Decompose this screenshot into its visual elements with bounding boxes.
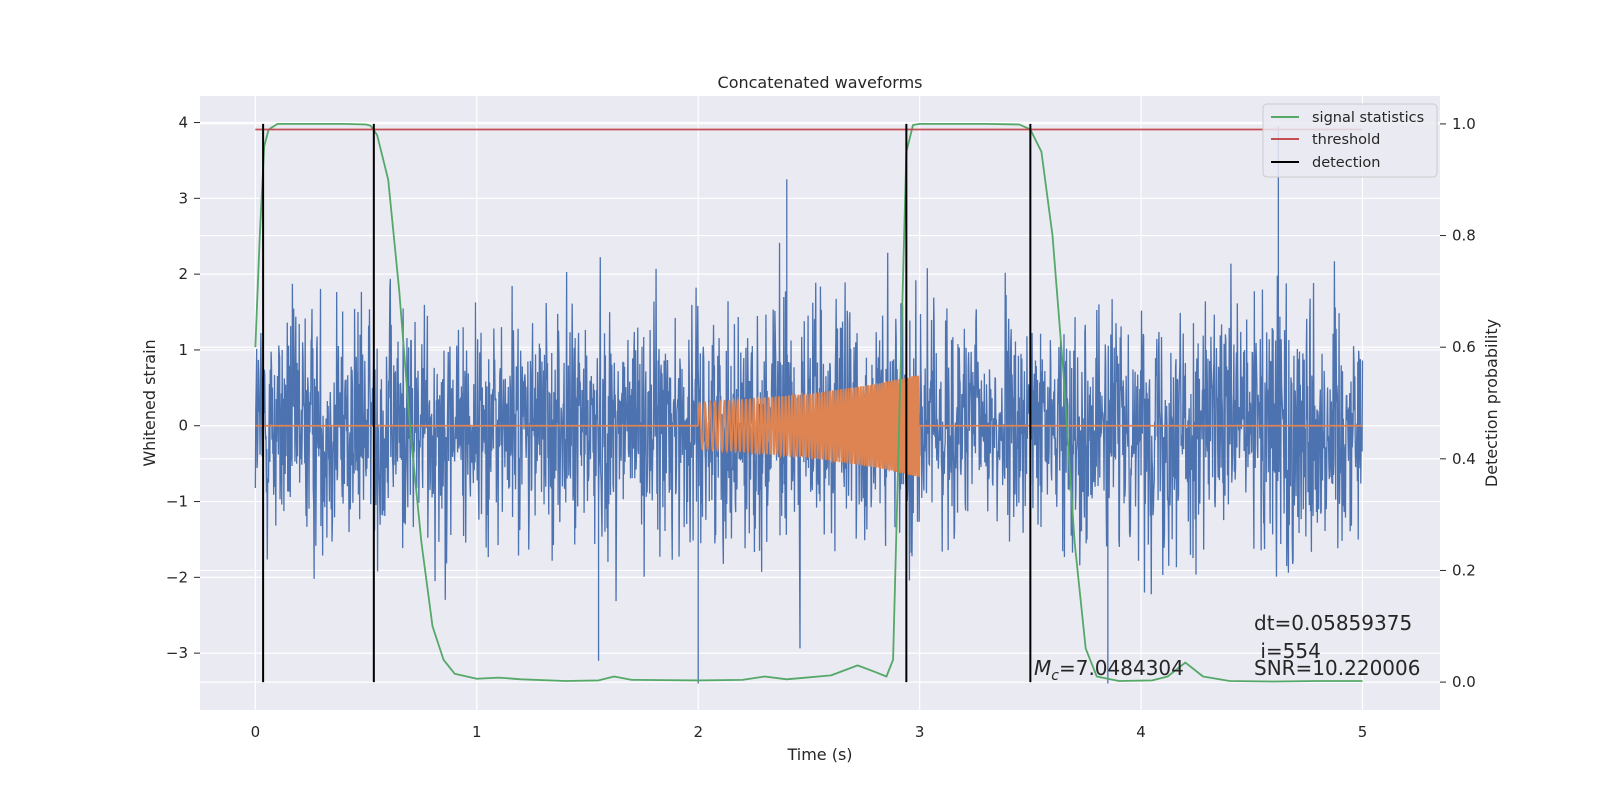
y-right-tick-label: 0.8 [1452, 227, 1476, 245]
y-right-tick-label: 0.0 [1452, 673, 1476, 691]
legend-box [1262, 103, 1438, 178]
ticks: 0 1 2 3 4 5 −3 −2 −1 0 1 2 3 4 0.0 0.2 0.4 0.6 0.8 1.0 [166, 114, 1476, 741]
x-tick-label: 4 [1136, 723, 1146, 741]
chirp-mass-symbol: M [1034, 656, 1051, 680]
chart-title: Concatenated waveforms [718, 73, 923, 92]
annotations: dt=0.05859375 i=554 SNR=10.220006 Mc=7.0… [1034, 611, 1420, 684]
legend-label-threshold: threshold [1312, 132, 1380, 148]
template-line [255, 375, 1363, 478]
x-tick-label: 3 [915, 723, 925, 741]
chirp-mass-value: =7.0484304 [1059, 656, 1184, 680]
y-left-tick-label: −2 [166, 568, 188, 586]
legend: signal statistics threshold detection [1262, 103, 1438, 178]
y-right-tick-label: 1.0 [1452, 115, 1476, 133]
y-left-tick-label: −1 [166, 493, 188, 511]
x-tick-label: 1 [472, 723, 482, 741]
x-axis-label: Time (s) [786, 745, 852, 764]
x-tick-label: 2 [693, 723, 703, 741]
y-axis-label-right: Detection probability [1482, 319, 1501, 487]
chirp-mass-subscript: c [1051, 668, 1059, 684]
y-left-tick-label: 3 [178, 189, 188, 207]
legend-label-detection: detection [1312, 155, 1380, 171]
annotation-dt: dt=0.05859375 [1254, 611, 1412, 635]
y-axis-label-left: Whitened strain [140, 339, 159, 466]
strain-line [254, 126, 1364, 684]
annotation-snr: SNR=10.220006 [1254, 656, 1420, 680]
y-left-tick-label: 4 [178, 114, 188, 132]
annotation-index: i=554 [1254, 639, 1321, 663]
legend-label-signal-statistics: signal statistics [1312, 110, 1424, 126]
y-left-tick-label: 1 [178, 341, 188, 359]
y-left-tick-label: 2 [178, 265, 188, 283]
x-tick-label: 5 [1358, 723, 1368, 741]
y-left-tick-label: 0 [178, 417, 188, 435]
series-layer [254, 123, 1364, 684]
y-right-tick-label: 0.2 [1452, 561, 1476, 579]
annotation-chirp-mass: Mc=7.0484304 [1034, 656, 1184, 684]
y-right-tick-label: 0.6 [1452, 338, 1476, 356]
x-tick-label: 0 [251, 723, 261, 741]
y-right-tick-label: 0.4 [1452, 450, 1476, 468]
y-left-tick-label: −3 [166, 644, 188, 662]
